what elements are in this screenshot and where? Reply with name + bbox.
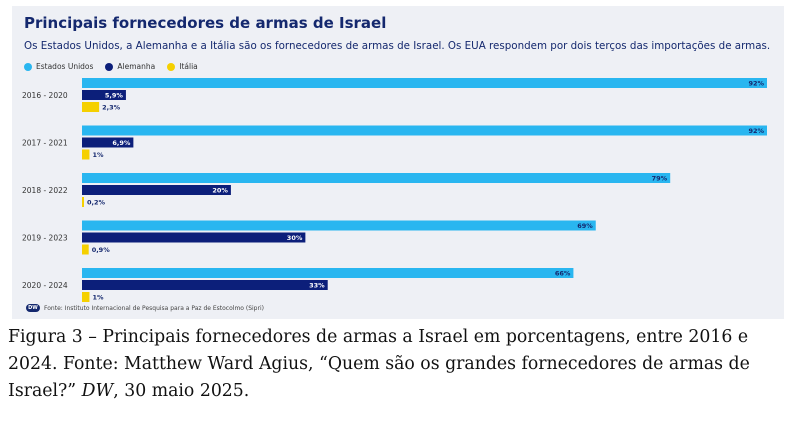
bar-italia-4 bbox=[82, 292, 90, 302]
data-label-estados-unidos-2: 79% bbox=[652, 175, 668, 183]
bar-alemanha-2 bbox=[82, 185, 231, 195]
data-label-estados-unidos-0: 92% bbox=[748, 80, 764, 88]
legend-label-estados-unidos: Estados Unidos bbox=[36, 62, 94, 71]
bar-italia-2 bbox=[82, 197, 84, 207]
source-line: DW Fonte: Instituto Internacional de Pes… bbox=[26, 304, 264, 312]
category-label-0: 2016 - 2020 bbox=[22, 91, 68, 100]
data-label-alemanha-1: 6,9% bbox=[112, 139, 131, 147]
data-label-italia-0: 2,3% bbox=[102, 104, 121, 112]
caption-publication: DW bbox=[81, 381, 114, 401]
bar-alemanha-1 bbox=[82, 137, 134, 148]
legend-swatch-italia bbox=[167, 62, 176, 71]
legend: Estados Unidos Alemanha Itália bbox=[24, 62, 198, 71]
category-label-4: 2020 - 2024 bbox=[22, 281, 68, 290]
figure-caption: Figura 3 – Principais fornecedores de ar… bbox=[8, 324, 792, 405]
data-label-alemanha-2: 20% bbox=[212, 187, 228, 195]
bar-plot: 2016 - 2020 92% 5,9% 2,3% 2017 - 2021 92% 6,9%… bbox=[22, 78, 767, 302]
legend-item-estados-unidos: Estados Unidos bbox=[24, 62, 93, 71]
data-label-estados-unidos-4: 66% bbox=[555, 270, 571, 278]
bar-estados-unidos-4 bbox=[82, 268, 574, 278]
bar-alemanha-4 bbox=[82, 280, 328, 290]
bar-italia-1 bbox=[82, 149, 90, 160]
data-label-italia-3: 0,9% bbox=[92, 246, 111, 254]
bar-italia-3 bbox=[82, 244, 89, 255]
bar-italia-0 bbox=[82, 102, 100, 112]
legend-item-italia: Itália bbox=[167, 62, 198, 71]
category-label-3: 2019 - 2023 bbox=[22, 234, 68, 243]
data-label-italia-2: 0,2% bbox=[87, 199, 106, 207]
data-label-alemanha-3: 30% bbox=[287, 234, 303, 242]
caption-date: , 30 maio 2025. bbox=[113, 381, 250, 401]
data-label-alemanha-0: 5,9% bbox=[105, 92, 124, 100]
bar-estados-unidos-2 bbox=[82, 173, 671, 183]
bar-alemanha-3 bbox=[82, 232, 306, 243]
data-label-alemanha-4: 33% bbox=[309, 282, 325, 290]
chart-card: Principais fornecedores de armas de Isra… bbox=[12, 6, 784, 319]
bar-estados-unidos-0 bbox=[82, 78, 767, 88]
legend-label-alemanha: Alemanha bbox=[117, 62, 156, 71]
chart-subtitle: Os Estados Unidos, a Alemanha e a Itália… bbox=[24, 40, 771, 52]
legend-swatch-alemanha bbox=[105, 62, 114, 71]
bar-estados-unidos-3 bbox=[82, 220, 596, 231]
data-label-italia-4: 1% bbox=[92, 294, 104, 302]
source-text: Fonte: Instituto Internacional de Pesqui… bbox=[44, 304, 264, 312]
dw-logo-icon: DW bbox=[26, 304, 40, 312]
legend-swatch-estados-unidos bbox=[24, 62, 32, 71]
data-label-italia-1: 1% bbox=[92, 151, 104, 159]
caption-text: Figura 3 – Principais fornecedores de ar… bbox=[8, 327, 750, 401]
data-label-estados-unidos-1: 92% bbox=[748, 127, 764, 135]
legend-item-alemanha: Alemanha bbox=[105, 62, 155, 71]
bar-alemanha-0 bbox=[82, 90, 126, 100]
data-label-estados-unidos-3: 69% bbox=[577, 222, 593, 230]
chart-title: Principais fornecedores de armas de Isra… bbox=[24, 14, 387, 32]
category-label-2: 2018 - 2022 bbox=[22, 186, 68, 195]
category-label-1: 2017 - 2021 bbox=[22, 139, 68, 148]
bar-estados-unidos-1 bbox=[82, 125, 767, 136]
legend-label-italia: Itália bbox=[179, 62, 198, 71]
